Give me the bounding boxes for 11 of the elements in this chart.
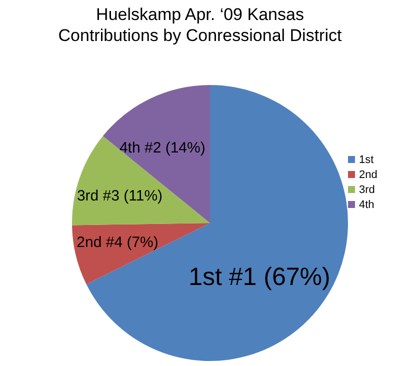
pie-slice <box>72 136 210 226</box>
pie-slice <box>102 85 210 223</box>
legend-label: 2nd <box>359 168 378 180</box>
chart-title: Huelskamp Apr. ‘09 Kansas Contributions by Conressional District <box>57 4 343 46</box>
legend-label: 3rd <box>359 184 375 196</box>
data-label: 1st #1 (67%) <box>188 263 330 292</box>
data-label: 4th #2 (14%) <box>119 140 206 157</box>
data-label: 2nd #4 (7%) <box>76 234 158 252</box>
legend-label: 1st <box>359 154 374 166</box>
data-label: 3rd #3 (11%) <box>76 187 163 204</box>
legend-label: 4th <box>359 198 374 210</box>
